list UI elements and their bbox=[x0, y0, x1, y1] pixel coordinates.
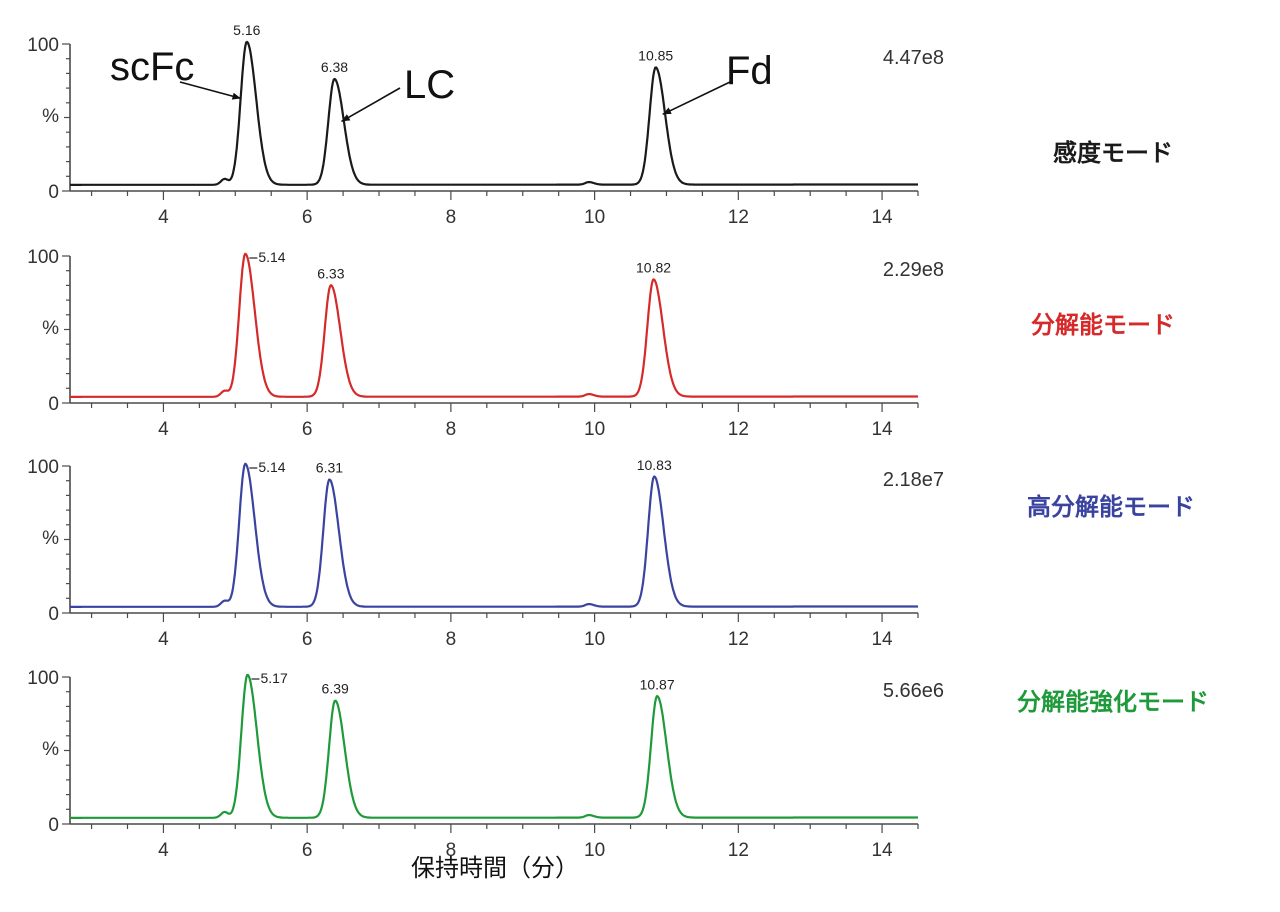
peak-label: 5.14 bbox=[258, 459, 285, 475]
y-tick-label: 0 bbox=[48, 604, 59, 625]
x-tick-label: 6 bbox=[302, 629, 313, 650]
peak-label: 5.14 bbox=[258, 249, 285, 265]
x-tick-label: 12 bbox=[728, 419, 749, 440]
peak-label: 6.39 bbox=[322, 681, 349, 697]
mode-label: 分解能強化モード bbox=[1017, 688, 1209, 716]
intensity-value: 2.29e8 bbox=[883, 259, 944, 281]
x-tick-label: 8 bbox=[446, 207, 457, 228]
panel-2: 100% 0 4 6 8 10 12 14 5.14 6.33 10.82 2.29e8 分解能モード bbox=[27, 247, 1175, 440]
y-tick-label: 100 bbox=[27, 247, 59, 268]
annotation-label: LC bbox=[404, 63, 455, 107]
intensity-value: 2.18e7 bbox=[883, 469, 944, 491]
x-tick-label: 12 bbox=[728, 840, 749, 861]
mode-label: 高分解能モード bbox=[1027, 493, 1195, 521]
x-tick-label: 4 bbox=[158, 419, 169, 440]
x-tick-label: 14 bbox=[871, 840, 893, 861]
x-tick-label: 8 bbox=[446, 840, 457, 861]
x-tick-label: 4 bbox=[158, 629, 169, 650]
x-tick-label: 10 bbox=[584, 629, 605, 650]
mode-label: 感度モード bbox=[1053, 139, 1173, 167]
y-tick-label: 100 bbox=[27, 668, 59, 689]
x-tick-label: 12 bbox=[728, 629, 749, 650]
y-tick-label: 0 bbox=[48, 815, 59, 836]
panel-1: 100% 0 4 6 8 10 12 14 5.16 6.38 10.85 4.47e8 感度モード sc… bbox=[27, 22, 1173, 228]
y-axis-unit-label: % bbox=[42, 318, 59, 339]
annotation-scfc: scFc bbox=[110, 45, 241, 100]
annotation-fd: Fd bbox=[662, 49, 773, 116]
x-axis-title: 保持時間（分） bbox=[411, 854, 579, 882]
annotation-arrow bbox=[341, 87, 401, 123]
annotation-lc: LC bbox=[341, 63, 455, 123]
peak-label: 10.85 bbox=[638, 48, 673, 64]
chromatogram-trace bbox=[69, 252, 919, 398]
peak-label: 6.38 bbox=[321, 59, 348, 75]
chromatogram-trace bbox=[69, 462, 919, 608]
peak-label: 6.31 bbox=[316, 460, 343, 476]
x-tick-label: 10 bbox=[584, 207, 605, 228]
x-tick-label: 14 bbox=[871, 629, 893, 650]
peak-label: 10.83 bbox=[637, 457, 672, 473]
arrowhead-icon bbox=[341, 114, 351, 122]
annotation-label: Fd bbox=[726, 49, 773, 93]
x-tick-label: 6 bbox=[302, 840, 313, 861]
arrowhead-icon bbox=[231, 92, 241, 100]
y-axis-unit-label: % bbox=[42, 528, 59, 549]
peak-label: 6.33 bbox=[317, 265, 344, 281]
x-tick-label: 4 bbox=[158, 207, 169, 228]
x-tick-label: 8 bbox=[446, 419, 457, 440]
x-tick-label: 12 bbox=[728, 207, 749, 228]
intensity-value: 4.47e8 bbox=[883, 47, 944, 69]
annotation-arrow bbox=[179, 81, 241, 100]
intensity-value: 5.66e6 bbox=[883, 680, 944, 702]
x-tick-label: 10 bbox=[584, 419, 605, 440]
y-tick-label: 100 bbox=[27, 35, 59, 56]
peak-label: 5.16 bbox=[233, 22, 260, 38]
x-tick-label: 6 bbox=[302, 207, 313, 228]
y-tick-label: 100 bbox=[27, 457, 59, 478]
y-tick-label: 0 bbox=[48, 182, 59, 203]
y-axis-unit-label: % bbox=[42, 739, 59, 760]
panel-4: 100% 0 4 6 8 10 12 14 5.17 6.39 10.87 5.66e6 分解能強化モー… bbox=[27, 668, 1209, 861]
y-tick-label: 0 bbox=[48, 394, 59, 415]
x-tick-label: 10 bbox=[584, 840, 605, 861]
y-axis-unit-label: % bbox=[42, 106, 59, 127]
x-tick-label: 6 bbox=[302, 419, 313, 440]
x-tick-label: 8 bbox=[446, 629, 457, 650]
chromatogram-trace bbox=[69, 673, 919, 819]
x-tick-label: 14 bbox=[871, 419, 893, 440]
peak-label: 10.82 bbox=[636, 260, 671, 276]
chromatogram-trace bbox=[69, 40, 919, 186]
mode-label: 分解能モード bbox=[1031, 311, 1175, 339]
panel-3: 100% 0 4 6 8 10 12 14 5.14 6.31 10.83 2.18e7 高分解能モード bbox=[27, 457, 1195, 650]
arrowhead-icon bbox=[662, 107, 672, 115]
peak-label: 5.17 bbox=[261, 670, 288, 686]
annotation-arrow bbox=[662, 81, 731, 116]
x-tick-label: 4 bbox=[158, 840, 169, 861]
x-tick-label: 14 bbox=[871, 207, 893, 228]
peak-label: 10.87 bbox=[640, 676, 675, 692]
